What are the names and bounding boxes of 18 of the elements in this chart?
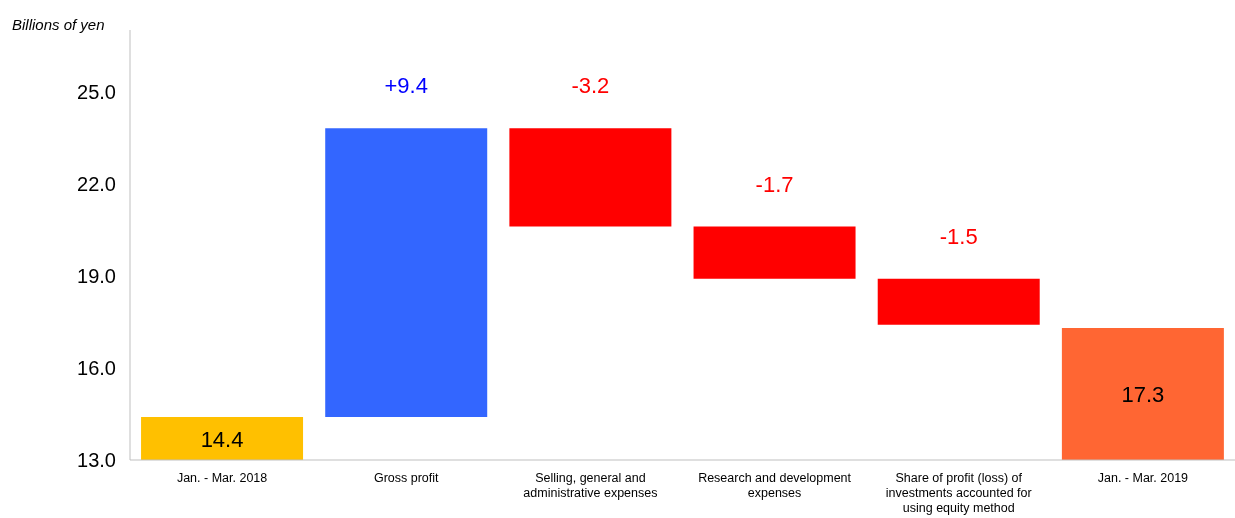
y-tick-label: 25.0 [77,80,116,103]
data-label: -3.2 [571,73,610,99]
data-label: -1.7 [755,171,794,197]
x-tick-label: Jan. - Mar. 2019 [1097,471,1189,485]
x-tick-label: Research and development expenses [698,471,852,500]
y-tick-label: 13.0 [77,449,116,472]
data-label: -1.5 [939,223,978,249]
y-tick-label: 16.0 [77,356,116,379]
data-label: 14.4 [200,426,244,452]
data-label: +9.4 [384,73,428,99]
x-tick-label: Selling, general and administrative expenses [523,471,658,500]
x-tick-label: Share of profit (loss) of investments accounted for using equity method [885,471,1032,515]
x-tick-label: Gross profit [373,471,440,485]
y-tick-label: 22.0 [77,172,116,195]
x-tick-label: Jan. - Mar. 2018 [176,471,268,485]
y-tick-label: 19.0 [77,264,116,287]
y-axis-title: Billions of yen [12,16,105,33]
data-label: 17.3 [1121,381,1165,407]
